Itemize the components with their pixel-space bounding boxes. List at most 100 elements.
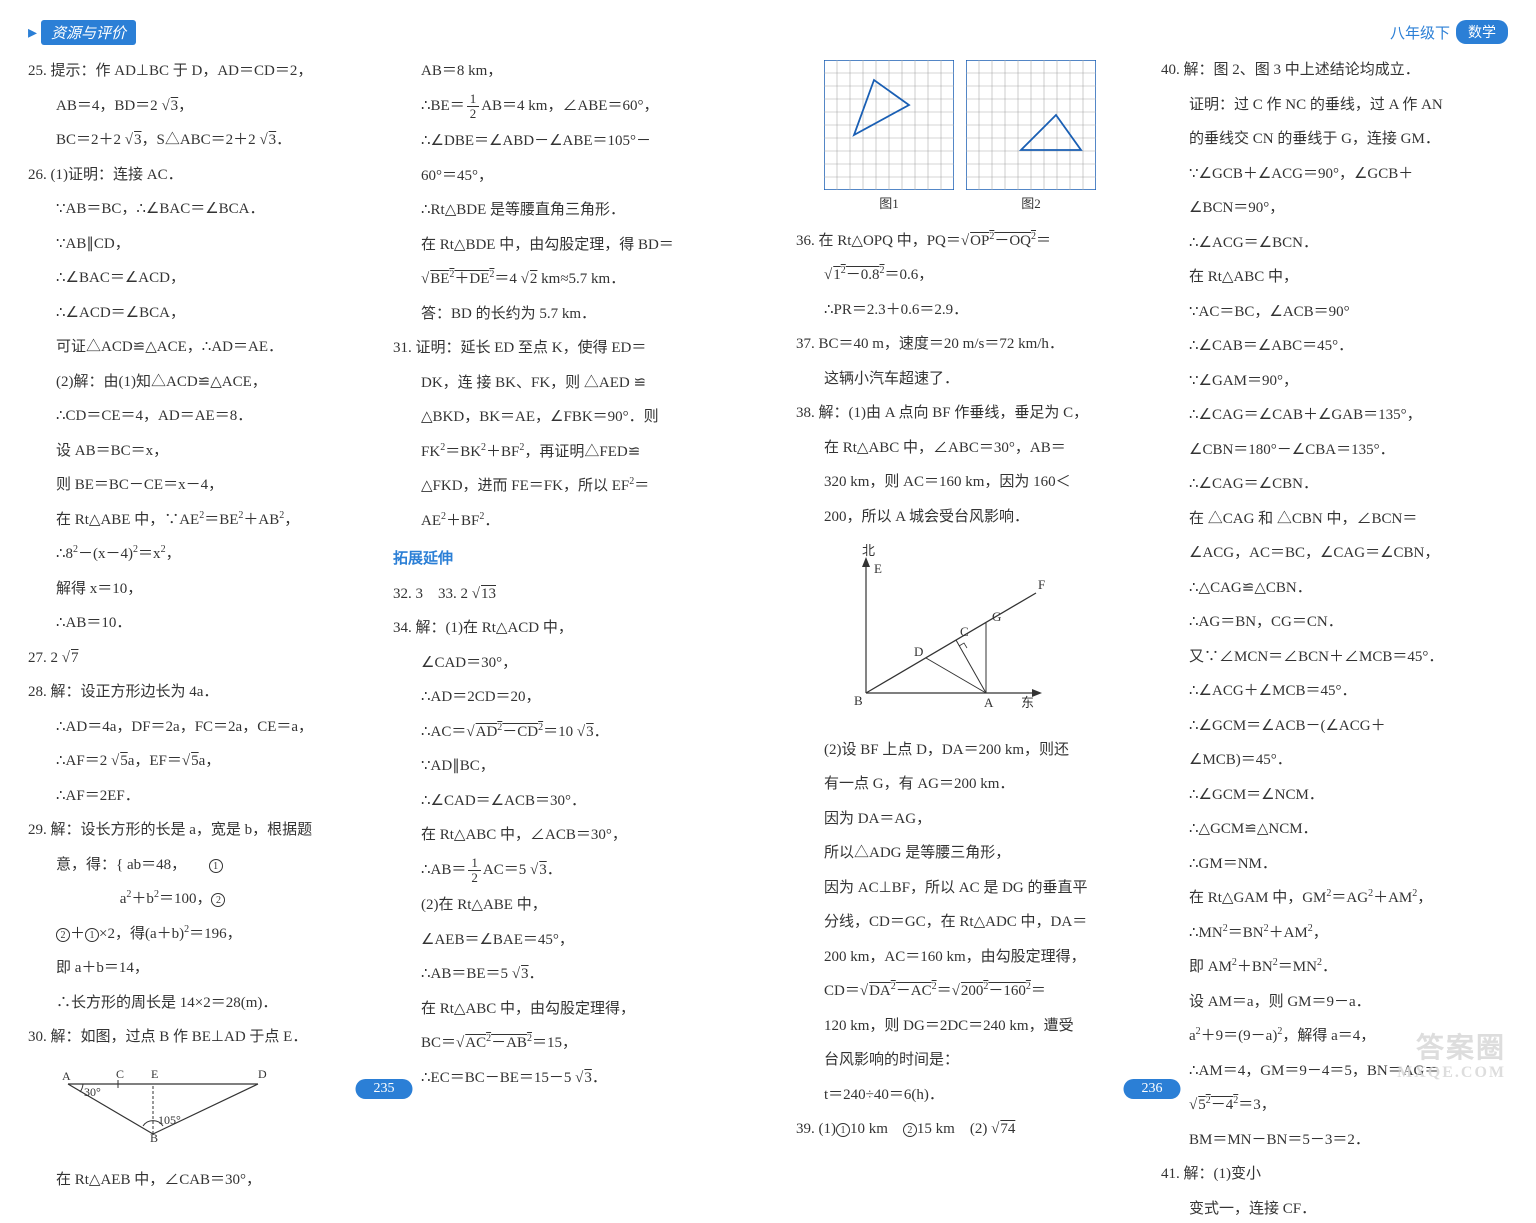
svg-text:A: A (984, 695, 994, 710)
text-line: ∴82－(x－4)2＝x2， (28, 540, 375, 569)
text-line: 200 km，AC＝160 km，由勾股定理得， (796, 943, 1143, 972)
text-line: 在 Rt△BDE 中，由勾股定理，得 BD＝ (393, 231, 740, 260)
text-line: 37. BC＝40 m，速度＝20 m/s＝72 km/h． (796, 330, 1143, 359)
text-line: △FKD，进而 FE＝FK，所以 EF2＝ (393, 472, 740, 501)
diagram-grid-pair: 图1 图2 (824, 60, 1143, 217)
text-line: 可证△ACD≌△ACE，∴AD＝AE． (28, 333, 375, 362)
text-line: ∴GM＝NM． (1161, 850, 1508, 879)
text-line: (2)在 Rt△ABE 中， (393, 891, 740, 920)
text-line: (2)解：由(1)知△ACD≌△ACE， (28, 368, 375, 397)
text-line: 39. (1)110 km 215 km (2) √74 (796, 1115, 1143, 1144)
text-line: ∴EC＝BC－BE＝15－5 √3． (393, 1064, 740, 1093)
text-line: 25. 提示：作 AD⊥BC 于 D，AD＝CD＝2， (28, 57, 375, 86)
text-line: 答：BD 的长约为 5.7 km． (393, 300, 740, 329)
text-line: ∴AC＝√AD2－CD2＝10 √3． (393, 718, 740, 747)
text-line: AB＝4，BD＝2 √3， (28, 92, 375, 121)
text-line: ∴△GCM≌△NCM． (1161, 815, 1508, 844)
svg-text:E: E (874, 561, 882, 576)
svg-text:C: C (960, 624, 969, 639)
text-line: ∵∠GAM＝90°， (1161, 367, 1508, 396)
text-line: ∠BCN＝90°， (1161, 194, 1508, 223)
text-line: 320 km，则 AC＝160 km，因为 160＜ (796, 468, 1143, 497)
text-line: AB＝8 km， (393, 57, 740, 86)
svg-text:D: D (914, 644, 923, 659)
page-left: ▸ 资源与评价 25. 提示：作 AD⊥BC 于 D，AD＝CD＝2，AB＝4，… (0, 0, 768, 1117)
text-line: 27. 2 √7 (28, 644, 375, 673)
svg-text:105°: 105° (158, 1113, 181, 1127)
text-line: ∴AB＝10． (28, 609, 375, 638)
text-line: ∴AB＝BE＝5 √3． (393, 960, 740, 989)
text-line: 因为 AC⊥BF，所以 AC 是 DG 的垂直平 (796, 874, 1143, 903)
text-line: 所以△ADG 是等腰三角形， (796, 839, 1143, 868)
text-line: 因为 DA＝AG， (796, 805, 1143, 834)
text-line: 60°＝45°， (393, 162, 740, 191)
text-line: 设 AM＝a，则 GM＝9－a． (1161, 988, 1508, 1017)
text-line: 30. 解：如图，过点 B 作 BE⊥AD 于点 E． (28, 1023, 375, 1052)
svg-text:A: A (62, 1069, 71, 1083)
text-line: ∴AD＝2CD＝20， (393, 683, 740, 712)
text-line: 证明：过 C 作 NC 的垂线，过 A 作 AN (1161, 91, 1508, 120)
watermark: 答案圈 MXQE.COM (1397, 1034, 1506, 1082)
p2-col1: 图1图236. 在 Rt△OPQ 中，PQ＝√OP2－OQ2＝√12－0.82＝… (796, 56, 1143, 1056)
text-line: ∴∠CAG＝∠CAB＋∠GAB＝135°， (1161, 401, 1508, 430)
text-line: t＝240÷40＝6(h)． (796, 1081, 1143, 1110)
text-line: 34. 解：(1)在 Rt△ACD 中， (393, 614, 740, 643)
page-number-left: 235 (356, 1079, 413, 1099)
text-line: BC＝√AC2－AB2＝15， (393, 1029, 740, 1058)
text-line: 则 BE＝BC－CE＝x－4， (28, 471, 375, 500)
text-line: ∠ACG，AC＝BC，∠CAG＝∠CBN， (1161, 539, 1508, 568)
grid-caption: 图2 (966, 192, 1096, 217)
text-line: √52－42＝3， (1161, 1091, 1508, 1120)
text-line: ∴∠CAG＝∠CBN． (1161, 470, 1508, 499)
text-line: ∵AC＝BC，∠ACB＝90° (1161, 298, 1508, 327)
text-line: ∴∠CAB＝∠ABC＝45°． (1161, 332, 1508, 361)
text-line: 26. (1)证明：连接 AC． (28, 161, 375, 190)
text-line: 有一点 G，有 AG＝200 km． (796, 770, 1143, 799)
text-line: ∵∠GCB＋∠ACG＝90°，∠GCB＋ (1161, 160, 1508, 189)
text-line: 解得 x＝10， (28, 575, 375, 604)
text-line: 即 AM2＋BN2＝MN2． (1161, 953, 1508, 982)
book-title: 资源与评价 (41, 20, 136, 45)
text-line: ∴AG＝BN，CG＝CN． (1161, 608, 1508, 637)
text-line: 在 Rt△ABC 中， (1161, 263, 1508, 292)
text-line: 在 Rt△ABE 中，∵AE2＝BE2＋AB2， (28, 506, 375, 535)
svg-text:30°: 30° (84, 1085, 101, 1099)
text-line: 38. 解：(1)由 A 点向 BF 作垂线，垂足为 C， (796, 399, 1143, 428)
text-line: 设 AB＝BC＝x， (28, 437, 375, 466)
text-line: FK2＝BK2＋BF2，再证明△FED≌ (393, 438, 740, 467)
text-line: ∴AF＝2 √5a，EF＝√5a， (28, 747, 375, 776)
text-line: √BE2＋DE2＝4 √2 km≈5.7 km． (393, 265, 740, 294)
text-line: ∴长方形的周长是 14×2＝28(m)． (28, 989, 375, 1018)
page-number-right: 236 (1124, 1079, 1181, 1099)
text-line: ∵AB＝BC，∴∠BAC＝∠BCA． (28, 195, 375, 224)
text-line: ∴∠ACG＋∠MCB＝45°． (1161, 677, 1508, 706)
subject-label: 数学 (1456, 20, 1508, 44)
text-line: ∴∠DBE＝∠ABD－∠ABE＝105°－ (393, 127, 740, 156)
text-line: a2＋b2＝100，2 (28, 885, 375, 914)
p1-col2: AB＝8 km，∴BE＝12AB＝4 km，∠ABE＝60°，∴∠DBE＝∠AB… (393, 57, 740, 1057)
page-right: 八年级下 数学 图1 图2 36. 在 Rt△OPQ 中，PQ＝√OP2－OQ2＝ √… (768, 0, 1536, 1117)
text-line: ∠MCB)＝45°． (1161, 746, 1508, 775)
text-line: 41. 解：(1)变小 (1161, 1160, 1508, 1189)
text-line: 40. 解：图 2、图 3 中上述结论均成立． (1161, 56, 1508, 85)
text-line: △BKD，BK＝AE，∠FBK＝90°．则 (393, 403, 740, 432)
svg-text:F: F (1038, 577, 1045, 592)
text-line: 36. 在 Rt△OPQ 中，PQ＝√OP2－OQ2＝ (796, 227, 1143, 256)
svg-text:B: B (150, 1131, 158, 1144)
text-line: ∠AEB＝∠BAE＝45°， (393, 926, 740, 955)
text-line: BC＝2＋2 √3，S△ABC＝2＋2 √3． (28, 126, 375, 155)
grid-caption: 图1 (824, 192, 954, 217)
text-line: 2＋1×2，得(a＋b)2＝196， (28, 920, 375, 949)
grade-label: 八年级下 (1390, 22, 1450, 43)
p1-col1: 25. 提示：作 AD⊥BC 于 D，AD＝CD＝2， AB＝4，BD＝2 √3，… (28, 57, 375, 1057)
text-line: ∠CAD＝30°， (393, 649, 740, 678)
text-line: ∴AB＝12AC＝5 √3． (393, 856, 740, 886)
watermark-bottom: MXQE.COM (1397, 1064, 1506, 1082)
text-line: ∴∠BAC＝∠ACD， (28, 264, 375, 293)
text-line: ∴∠ACD＝∠BCA， (28, 299, 375, 328)
left-columns: 25. 提示：作 AD⊥BC 于 D，AD＝CD＝2， AB＝4，BD＝2 √3，… (28, 57, 740, 1057)
text-line: 31. 证明：延长 ED 至点 K，使得 ED＝ (393, 334, 740, 363)
text-line: ∴Rt△BDE 是等腰直角三角形． (393, 196, 740, 225)
text-line: AE2＋BF2． (393, 507, 740, 536)
svg-text:B: B (854, 693, 863, 708)
